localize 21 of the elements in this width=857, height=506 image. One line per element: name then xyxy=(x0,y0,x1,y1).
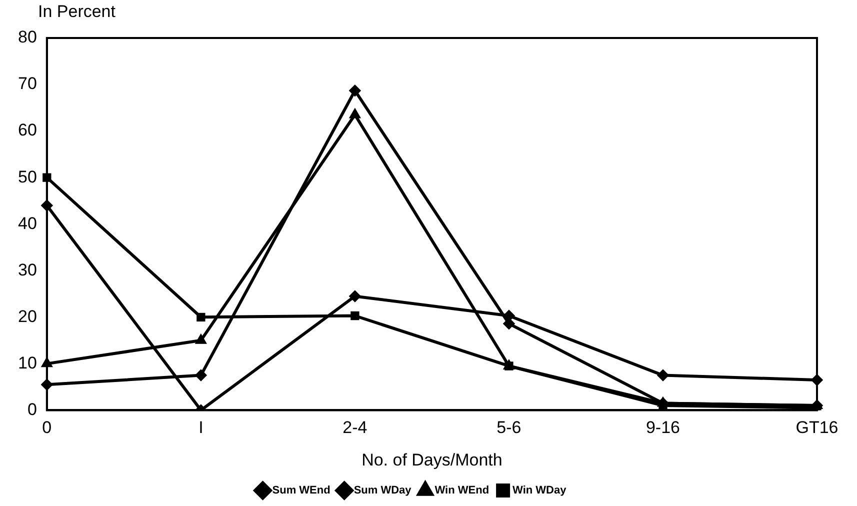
legend-label: Sum WEnd xyxy=(272,484,330,497)
x-tick-label: 0 xyxy=(42,418,52,438)
y-tick-label: 60 xyxy=(18,120,37,140)
y-tick-label: 20 xyxy=(18,306,37,326)
y-tick-label: 80 xyxy=(18,28,37,47)
y-tick-label: 70 xyxy=(18,74,37,94)
legend-label: Sum WDay xyxy=(354,484,412,497)
x-tick-label: 2-4 xyxy=(342,418,368,438)
legend-label: Win WDay xyxy=(512,484,568,497)
legend-label: Win WEnd xyxy=(434,484,490,497)
x-tick-label: I xyxy=(198,418,204,438)
x-tick-label: 5-6 xyxy=(496,418,522,438)
x-tick-label: 9-16 xyxy=(646,418,680,438)
y-tick-label: 50 xyxy=(18,167,37,186)
x-tick-label: GT16 xyxy=(796,418,838,438)
y-tick-label: 40 xyxy=(18,214,37,233)
y-tick-label: 0 xyxy=(27,400,37,419)
y-axis-title: In Percent xyxy=(38,2,116,22)
y-tick-label: 10 xyxy=(18,353,37,372)
x-axis-title: No. of Days/Month xyxy=(362,450,502,470)
y-tick-label: 30 xyxy=(18,260,37,280)
